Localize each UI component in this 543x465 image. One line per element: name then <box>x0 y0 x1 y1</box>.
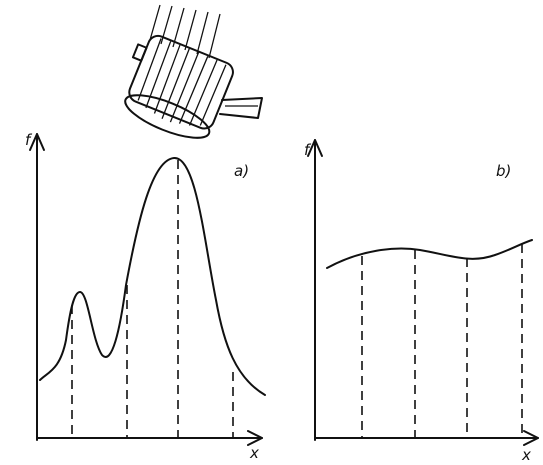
page: f x a) f x b) (() => { const data = JSON… <box>0 0 543 465</box>
panel-b: f x b) <box>304 140 538 464</box>
dashed-lines <box>362 244 522 438</box>
dashed-lines <box>72 160 233 438</box>
x-axis-label: x <box>249 444 259 462</box>
x-axis-label: x <box>521 446 531 464</box>
panel-label: b) <box>496 162 511 180</box>
curve <box>40 158 265 395</box>
panel-label: a) <box>234 162 249 180</box>
figure: f x a) f x b) <box>0 0 543 465</box>
hammer <box>112 5 262 146</box>
panel-a: f x a) <box>25 131 265 462</box>
curve <box>327 240 532 268</box>
